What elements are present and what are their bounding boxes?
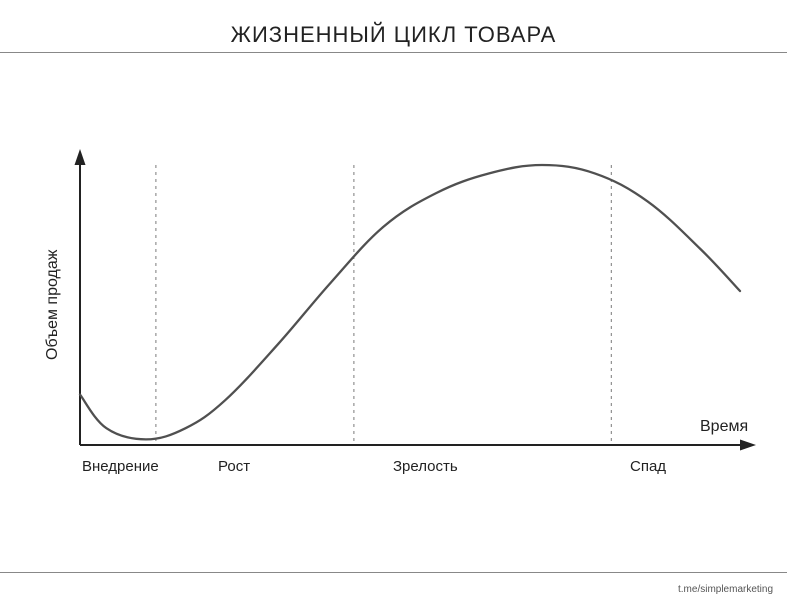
stage-label-growth: Рост [218, 458, 250, 475]
lifecycle-chart [0, 0, 787, 607]
stage-label-maturity: Зрелость [393, 458, 458, 475]
stage-label-intro: Внедрение [82, 458, 159, 475]
credit-text: t.me/simplemarketing [678, 584, 773, 595]
chart-area [0, 0, 787, 607]
stage-label-decline: Спад [630, 458, 666, 475]
